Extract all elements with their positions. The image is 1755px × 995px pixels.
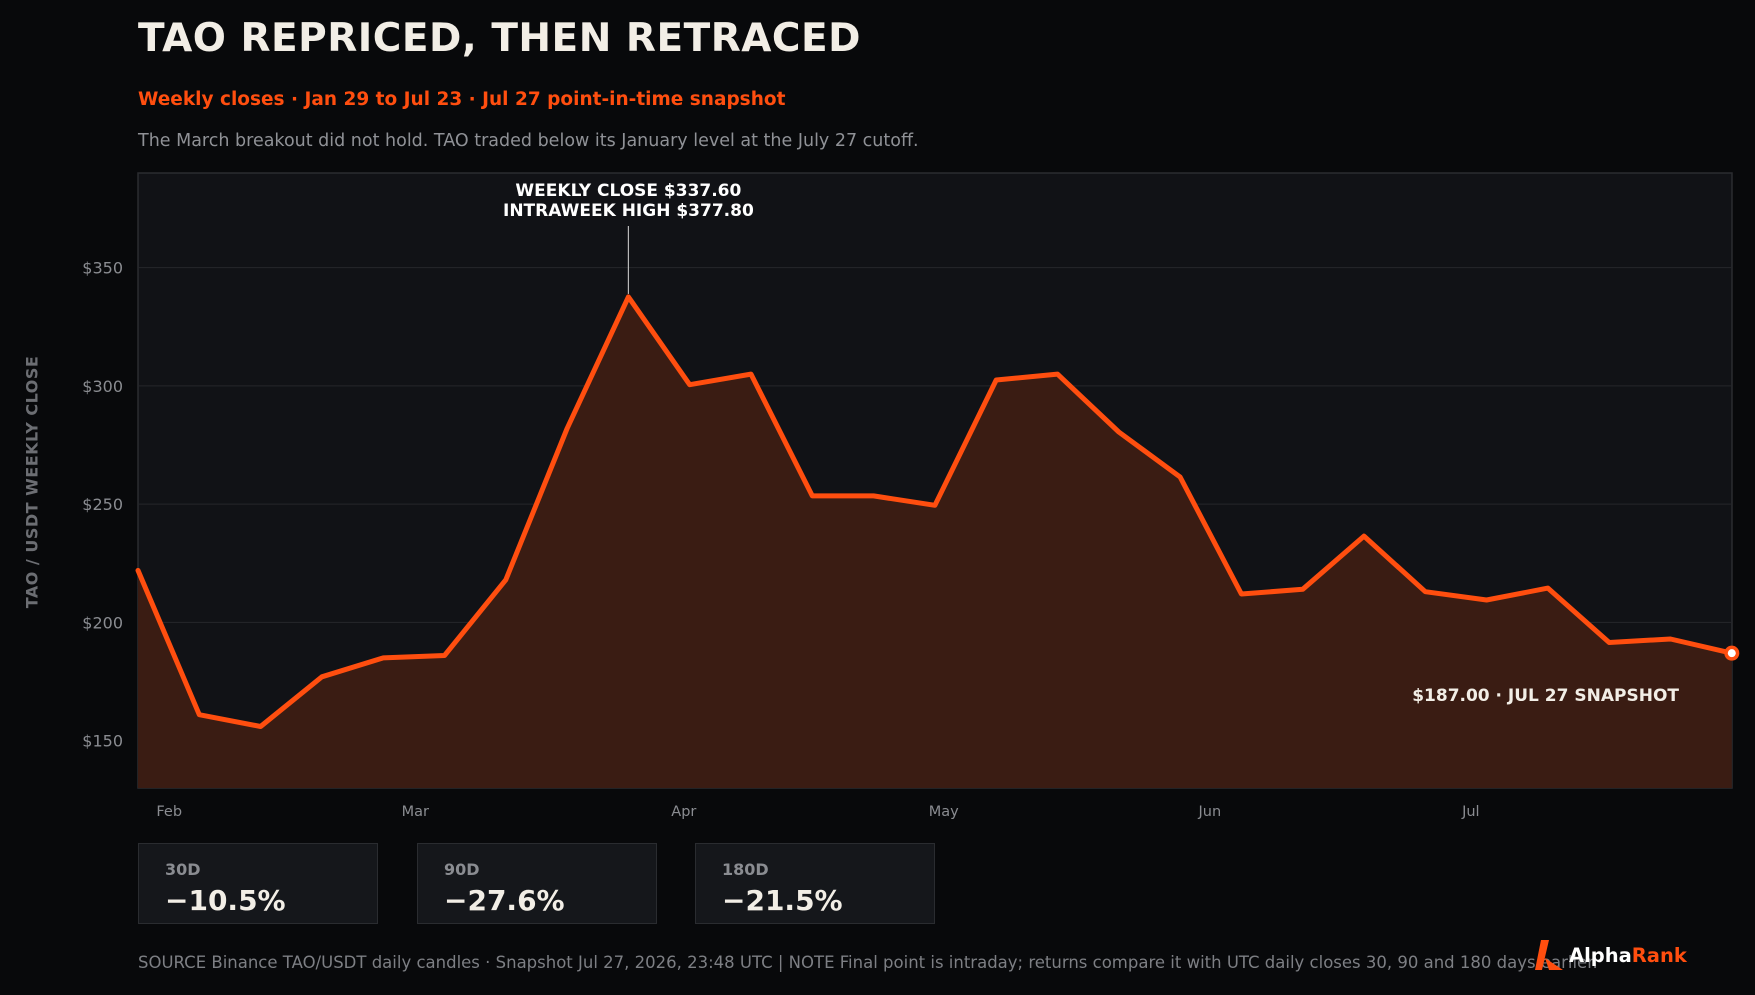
y-tick-label: $250 <box>82 495 123 514</box>
y-tick-label: $300 <box>82 377 123 396</box>
snapshot-annotation: $187.00 · JUL 27 SNAPSHOT <box>1412 686 1679 706</box>
data-point <box>1545 586 1550 591</box>
stat-card-90d: 90D −27.6% <box>417 843 657 924</box>
stat-card-30d: 30D −10.5% <box>138 843 378 924</box>
data-point <box>1239 592 1244 597</box>
stat-card-180d: 180D −21.5% <box>695 843 935 924</box>
data-point <box>258 724 263 729</box>
x-tick-label: May <box>929 804 959 820</box>
area-fill <box>138 296 1732 788</box>
y-tick-label: $200 <box>82 613 123 632</box>
data-point <box>1423 589 1428 594</box>
data-point <box>1178 474 1183 479</box>
data-point <box>994 377 999 382</box>
alpharank-logo: AlphaRank <box>1535 940 1687 970</box>
source-note: SOURCE Binance TAO/USDT daily candles · … <box>138 953 1598 972</box>
data-point <box>503 577 508 582</box>
data-point <box>1300 587 1305 592</box>
price-chart: $150 $200 $250 $300 $350 Feb Mar Apr May Jun Jul WE… <box>82 172 1740 820</box>
x-tick-label: Feb <box>156 804 182 820</box>
data-point <box>871 493 876 498</box>
data-point <box>319 674 324 679</box>
data-point <box>197 712 202 717</box>
stat-label: 180D <box>722 860 769 879</box>
stat-value: −21.5% <box>722 884 843 917</box>
logo-wordmark: AlphaRank <box>1569 944 1687 967</box>
y-tick-label: $350 <box>82 259 123 278</box>
data-point <box>810 493 815 498</box>
chart-subtitle: Weekly closes · Jan 29 to Jul 23 · Jul 2… <box>138 89 786 110</box>
peak-annotation-high: INTRAWEEK HIGH $377.80 <box>503 201 754 221</box>
y-tick-label: $150 <box>82 732 123 751</box>
data-point <box>1484 597 1489 602</box>
chart-description: The March breakout did not hold. TAO tra… <box>138 131 919 151</box>
data-point <box>442 653 447 658</box>
stat-label: 90D <box>444 860 480 879</box>
logo-alpha-text: Alpha <box>1569 943 1632 967</box>
data-point <box>1668 636 1673 641</box>
price-line <box>135 294 1735 729</box>
data-point <box>1055 372 1060 377</box>
data-point <box>1116 430 1121 435</box>
data-point <box>1607 640 1612 645</box>
snapshot-marker-center <box>1727 649 1736 658</box>
data-point <box>136 568 141 573</box>
x-tick-label: Jul <box>1461 804 1480 820</box>
alpharank-logo-icon <box>1535 940 1563 970</box>
data-point <box>749 372 754 377</box>
stat-label: 30D <box>165 860 201 879</box>
stat-value: −27.6% <box>444 884 565 917</box>
data-point <box>381 655 386 660</box>
x-tick-label: Mar <box>402 804 429 820</box>
data-point <box>1362 534 1367 539</box>
x-tick-label: Apr <box>671 804 696 820</box>
chart-title: TAO REPRICED, THEN RETRACED <box>138 16 862 61</box>
data-point <box>626 294 631 299</box>
data-point <box>687 382 692 387</box>
x-tick-label: Jun <box>1197 804 1221 820</box>
stat-value: −10.5% <box>165 884 286 917</box>
peak-annotation-close: WEEKLY CLOSE $337.60 <box>515 181 741 201</box>
logo-rank-text: Rank <box>1631 943 1687 967</box>
data-point <box>932 503 937 508</box>
data-point <box>565 426 570 431</box>
